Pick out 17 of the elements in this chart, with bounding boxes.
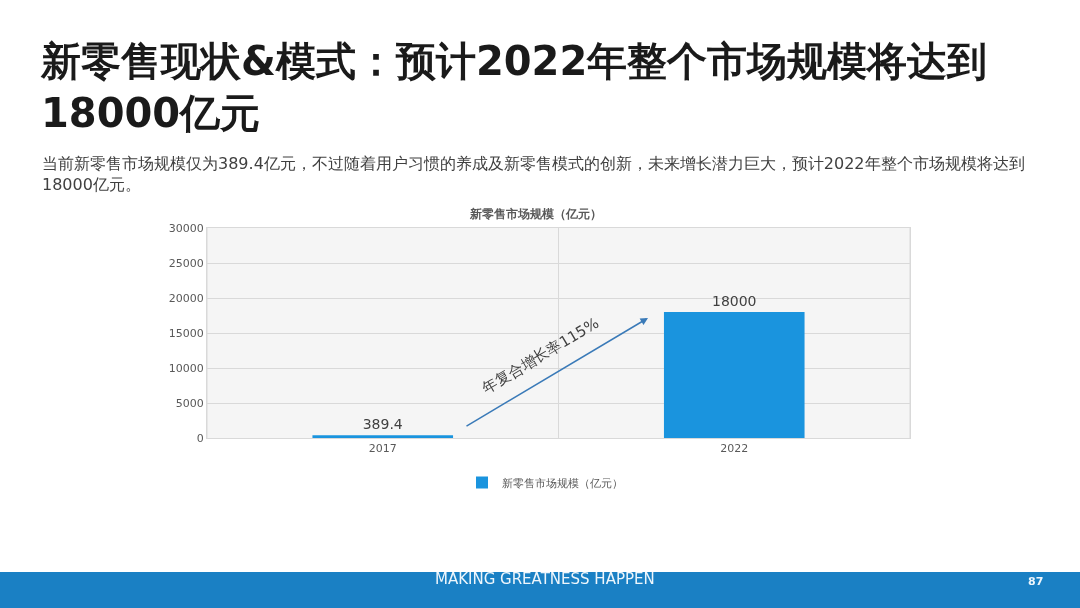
legend-label: 新零售市场规模（亿元）	[502, 476, 623, 490]
y-tick-label: 10000	[168, 361, 204, 375]
y-tick-label: 20000	[168, 291, 204, 305]
y-tick-label: 0	[196, 431, 204, 445]
y-tick-label: 25000	[168, 256, 204, 270]
x-tick-label: 2017	[368, 442, 397, 456]
text: 新零售市场规模（亿元）	[469, 207, 602, 221]
text: MAKING GREATNESS HAPPEN	[435, 570, 655, 588]
y-tick-label: 5000	[175, 396, 204, 410]
text: 87	[1028, 575, 1044, 588]
y-tick-label: 30000	[168, 221, 204, 235]
y-tick-label: 15000	[168, 326, 204, 340]
chart-title: 新零售现状&模式：预计2022年整个市场规模将达到18000亿元	[40, 38, 988, 136]
data-label: 18000	[711, 293, 757, 309]
x-tick-label: 2022	[720, 442, 749, 456]
chart-subtitle: 当前新零售市场规模仅为389.4亿元，不过随着用户习惯的养成及新零售模式的创新，未来增长潜力巨大，预计2022年整个市场规模将达到18000亿元。	[42, 154, 1025, 194]
data-label: 389.4	[362, 416, 403, 433]
